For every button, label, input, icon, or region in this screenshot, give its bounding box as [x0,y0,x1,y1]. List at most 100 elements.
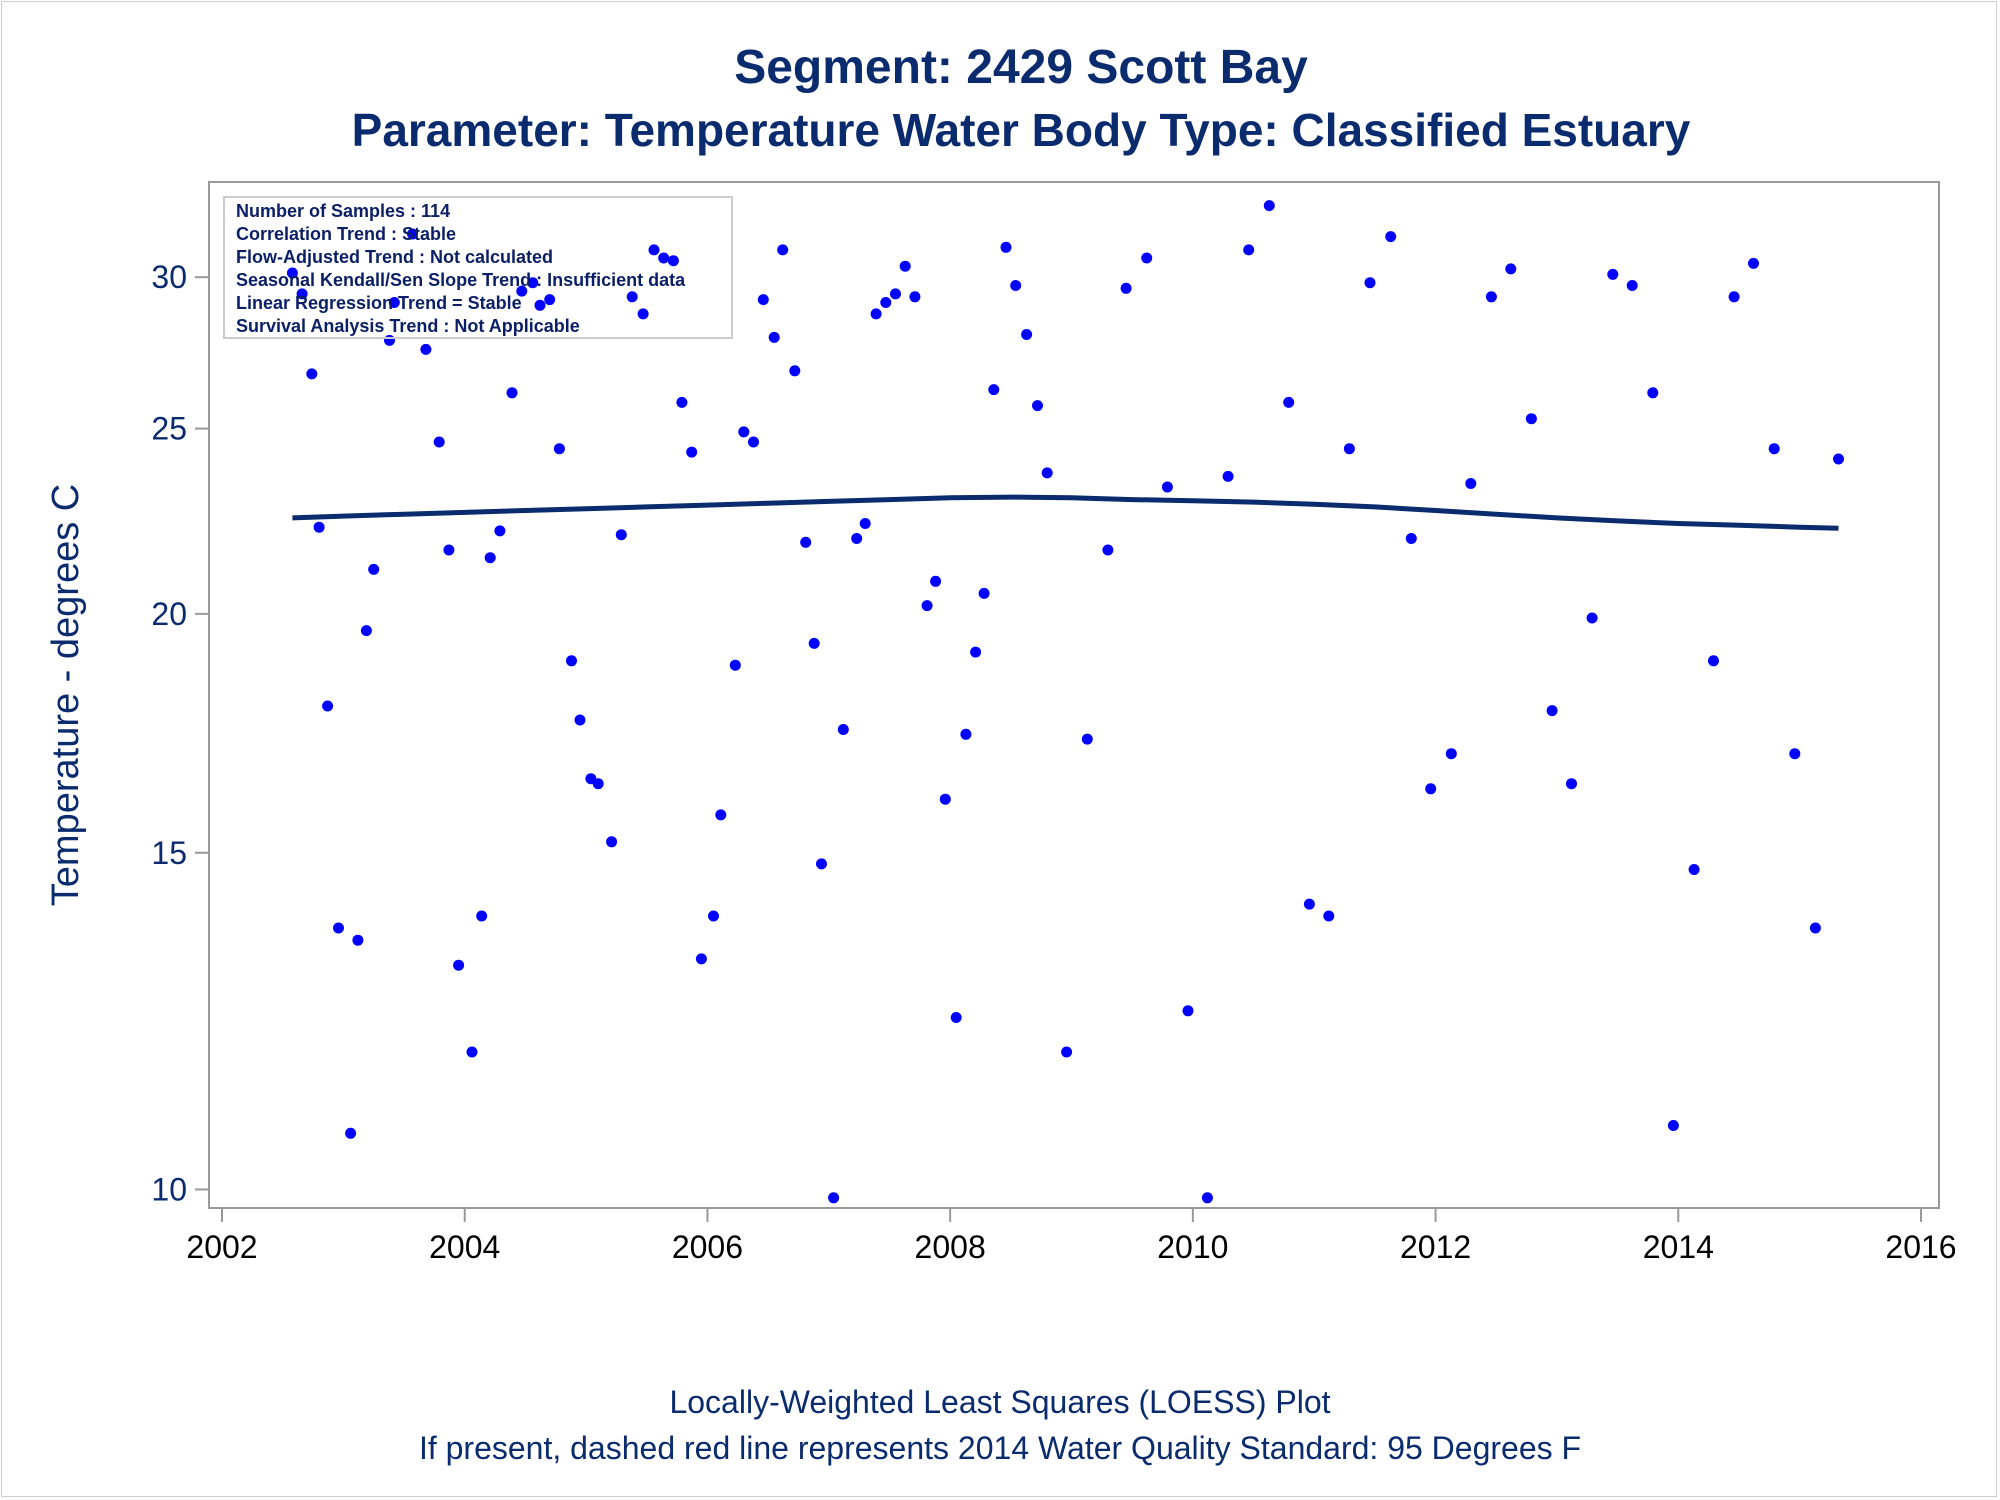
data-point [768,331,780,343]
footnote-standard: If present, dashed red line represents 2… [419,1430,1581,1466]
inset-seasonal-kendall-trend: Seasonal Kendall/Sen Slope Trend : Insuf… [236,270,686,290]
data-point [1833,453,1844,465]
data-point [637,308,649,320]
data-point [1465,478,1477,489]
data-point [1102,544,1114,556]
data-point [433,436,445,448]
data-point [729,659,741,671]
data-point [1120,282,1132,294]
plot-area-frame [208,181,1940,1209]
data-point [757,294,769,306]
loess-series [292,494,1839,531]
data-point [748,436,759,448]
y-tick-label: 25 [151,411,187,447]
data-point [1141,252,1153,264]
data-point [676,396,688,408]
data-point [988,384,1000,396]
data-point [800,536,812,548]
data-point [837,724,849,735]
data-point [708,910,719,922]
x-tick-label: 2008 [915,1229,986,1265]
data-point [1021,329,1033,340]
data-point [1323,910,1335,922]
data-point [1061,1046,1073,1058]
x-tick-label: 2004 [429,1229,500,1265]
y-axis: 10 15 20 25 30 [151,259,209,1207]
x-tick-label: 2006 [672,1229,743,1265]
data-point [816,858,827,870]
data-point [1445,748,1457,760]
data-point [808,637,820,649]
data-point [1525,413,1537,425]
data-point [306,368,318,380]
data-point [615,529,627,541]
data-point [1182,1005,1194,1017]
data-point [715,809,727,821]
loess-line [292,494,1839,531]
data-point [476,910,488,922]
data-point [930,575,942,587]
data-point [1607,268,1619,280]
data-point [1243,244,1255,256]
data-point [592,778,604,790]
data-point [695,953,707,965]
data-point [466,1046,478,1058]
data-point [880,297,892,308]
data-point [453,959,465,971]
data-point [667,255,679,267]
data-point [1485,291,1497,303]
data-point [950,1012,962,1023]
inset-linear-regression-trend: Linear Regression Trend = Stable [236,293,522,313]
data-point [939,793,951,805]
data-point [420,343,432,355]
y-tick-label: 10 [151,1171,187,1207]
data-point [484,552,496,564]
data-point [1809,922,1821,934]
data-point [899,260,911,272]
data-point [1586,612,1598,624]
data-point [1647,387,1659,399]
data-point [574,714,586,726]
data-point [1626,280,1638,291]
x-tick-label: 2012 [1400,1229,1471,1265]
data-point [516,285,528,297]
data-point [407,228,418,240]
data-point [1081,733,1093,745]
data-point [1161,481,1173,493]
data-point [368,563,380,575]
data-point [534,299,546,311]
data-point [1708,655,1719,667]
data-point [789,365,801,377]
data-point [333,922,344,934]
data-point [494,525,506,537]
data-point [1546,705,1558,717]
data-point [1010,280,1022,291]
data-point [566,655,577,667]
data-point [1000,241,1012,253]
x-tick-label: 2002 [186,1229,257,1265]
data-point [626,291,638,303]
data-point [553,443,565,455]
data-point [606,836,618,848]
data-point [313,521,325,533]
data-point [1343,443,1355,455]
chart-subtitle: Parameter: Temperature Water Body Type: … [352,104,1691,156]
y-tick-label: 15 [151,835,187,871]
data-point [296,288,308,300]
data-point [1566,778,1577,790]
inset-flow-adjusted-trend: Flow-Adjusted Trend : Not calculated [236,247,553,267]
inset-correlation-trend: Correlation Trend : Stable [236,224,456,244]
data-point [851,533,863,544]
data-point [890,288,901,300]
inset-survival-analysis-trend: Survival Analysis Trend : Not Applicable [236,316,580,336]
inset-sample-count: Number of Samples : 114 [236,201,450,221]
data-point [777,244,789,256]
data-point [921,600,933,612]
data-point [1032,400,1043,412]
statistics-inset-box [223,196,733,339]
data-point [1222,470,1234,482]
data-point [527,277,539,289]
data-point [286,267,298,279]
